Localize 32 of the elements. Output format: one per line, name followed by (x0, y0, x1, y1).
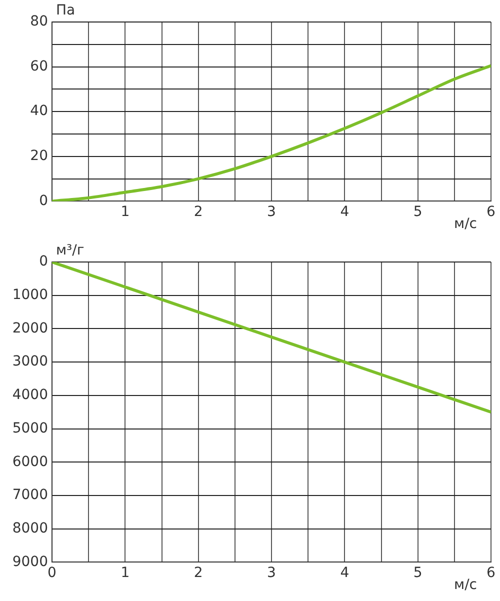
y-axis-title: м³/г (56, 242, 84, 259)
y-tick-label: 5000 (12, 420, 48, 436)
y-tick-label: 3000 (12, 354, 48, 370)
y-tick-label: 4000 (12, 387, 48, 404)
x-tick-label: 5 (413, 204, 422, 220)
y-tick-label: 8000 (12, 520, 48, 536)
y-axis-title: Па (56, 2, 76, 19)
line-series (52, 262, 491, 414)
x-tick-label: 1 (120, 565, 130, 582)
y-tick-label: 20 (30, 148, 48, 164)
y-tick-label: 7000 (12, 487, 48, 504)
x-tick-label: 3 (267, 204, 276, 220)
y-tick-label: 9000 (12, 554, 48, 570)
y-tick-label: 80 (30, 14, 48, 30)
x-tick-label: 1 (120, 204, 130, 220)
y-tick-label: 0 (39, 192, 48, 209)
y-tick-label: 60 (30, 58, 48, 74)
x-tick-label: 3 (267, 565, 276, 582)
x-tick-label: 2 (194, 204, 203, 220)
x-axis-title: м/с (454, 216, 477, 232)
y-tick-label: 0 (39, 254, 48, 270)
x-tick-label: 4 (340, 565, 350, 582)
y-tick-label: 2000 (12, 320, 48, 336)
y-tick-label: 6000 (12, 454, 48, 470)
x-axis-title: м/с (454, 576, 477, 593)
x-tick-label: 6 (486, 204, 496, 220)
x-tick-label: 2 (194, 565, 203, 582)
y-tick-label: 40 (30, 103, 48, 120)
x-tick-label: 5 (413, 565, 422, 582)
y-tick-label: 1000 (12, 286, 48, 303)
x-tick-label: 6 (486, 565, 496, 582)
x-tick-label: 4 (340, 204, 350, 220)
